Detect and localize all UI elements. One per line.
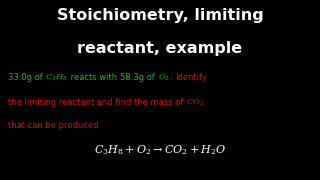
Text: .: .	[170, 73, 175, 82]
Text: Identify: Identify	[175, 73, 207, 82]
Text: $C_3H_8$: $C_3H_8$	[45, 73, 68, 83]
Text: 58.3g of: 58.3g of	[120, 73, 157, 82]
Text: $O_2$: $O_2$	[157, 73, 170, 83]
Text: reacts with: reacts with	[68, 73, 120, 82]
Text: $C_3H_8 + O_2 \rightarrow CO_2 + H_2O$: $C_3H_8 + O_2 \rightarrow CO_2 + H_2O$	[94, 143, 226, 157]
Text: that can be produced: that can be produced	[8, 122, 99, 130]
Text: 33.0g of: 33.0g of	[8, 73, 45, 82]
Text: $CO_2$: $CO_2$	[186, 98, 204, 108]
Text: the limiting reactant and find the mass of: the limiting reactant and find the mass …	[8, 98, 186, 107]
Text: reactant, example: reactant, example	[77, 40, 243, 55]
Text: Stoichiometry, limiting: Stoichiometry, limiting	[57, 8, 263, 23]
